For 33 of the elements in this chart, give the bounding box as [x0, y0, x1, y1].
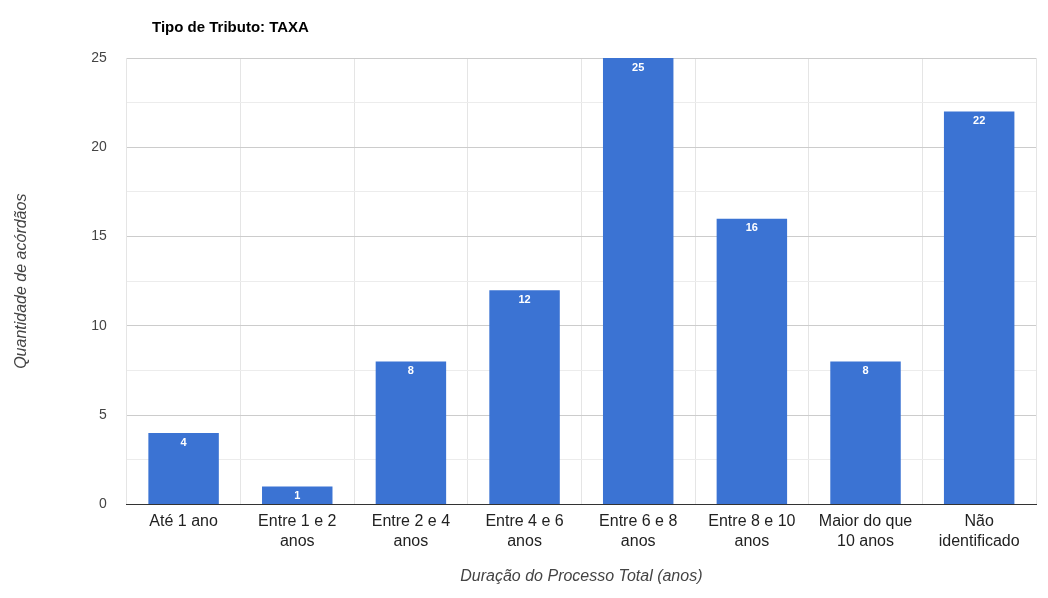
- bar: [375, 361, 447, 504]
- y-tick-label: 10: [91, 316, 107, 333]
- x-tick-label: Entre 2 e 4 anos: [371, 512, 451, 549]
- data-label: 12: [518, 292, 531, 305]
- bar: [830, 361, 901, 504]
- data-label: 25: [632, 60, 645, 73]
- y-tick-label: 5: [98, 405, 107, 422]
- data-label: 8: [862, 364, 869, 377]
- y-tick-label: 0: [98, 495, 107, 512]
- chart-title: Tipo de Tributo: TAXA: [152, 18, 309, 35]
- y-tick-label: 15: [91, 227, 107, 244]
- y-tick-label: 20: [91, 138, 107, 155]
- data-label: 8: [407, 364, 414, 377]
- x-tick-label: Entre 6 e 8 anos: [599, 512, 678, 549]
- x-tick-label: Até 1 ano: [149, 512, 218, 530]
- y-tick-label: 25: [91, 48, 107, 65]
- data-label: 16: [745, 221, 758, 234]
- bar: [148, 432, 219, 504]
- x-tick-label: Maior do que 10 anos: [818, 512, 913, 549]
- data-label: 22: [973, 114, 986, 127]
- y-axis-title: Quantidade de acórdãos: [12, 193, 30, 369]
- x-tick-label: Não identificado: [938, 512, 1020, 549]
- x-tick-label: Entre 1 e 2 anos: [258, 512, 337, 549]
- x-axis-title: Duração do Processo Total (anos): [460, 566, 703, 584]
- bar: [602, 58, 674, 504]
- data-label: 1: [294, 489, 301, 502]
- bar: [489, 290, 560, 504]
- data-label: 4: [180, 435, 188, 448]
- x-tick-label: Entre 8 e 10 anos: [708, 512, 796, 549]
- bar: [716, 218, 788, 504]
- x-tick-label: Entre 4 e 6 anos: [485, 512, 564, 549]
- bar: [262, 486, 333, 504]
- bar: [943, 111, 1015, 504]
